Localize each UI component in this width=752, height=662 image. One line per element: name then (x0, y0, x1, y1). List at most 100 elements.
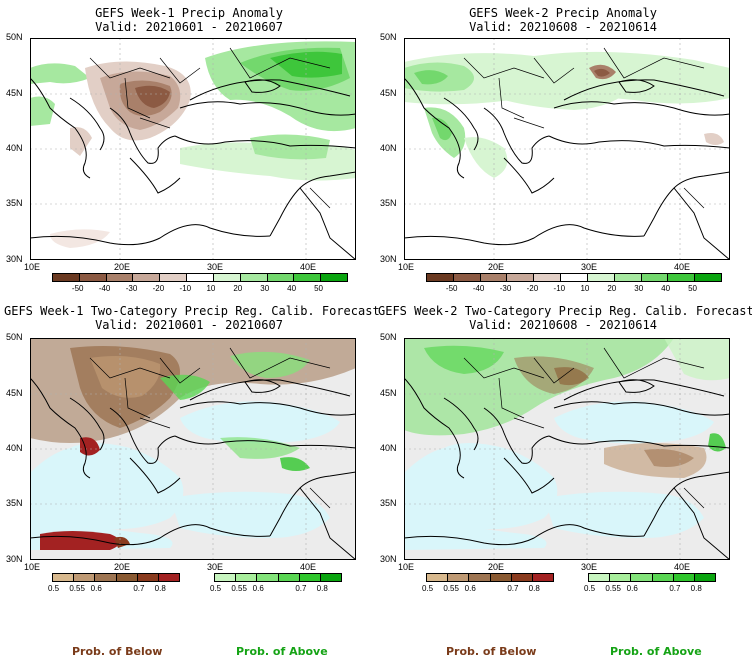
colorbar-segment (448, 574, 470, 581)
panel1-title: GEFS Week-1 Precip Anomaly Valid: 2021060… (95, 6, 283, 34)
anomaly-tick-label: -30 (125, 284, 138, 293)
anomaly-tick-label: -40 (98, 284, 111, 293)
anomaly-tick-label: 50 (314, 284, 323, 293)
latitude-label: 40N (6, 143, 23, 153)
probability-tick-label: 0.8 (154, 584, 166, 593)
probability-tick-label: 0.5 (48, 584, 60, 593)
probability-tick-label: 0.6 (464, 584, 476, 593)
colorbar-segment (507, 274, 535, 281)
above-colorbar-right (588, 573, 716, 582)
panel3-title: GEFS Week-1 Two-Category Precip Reg. Cal… (4, 304, 380, 332)
colorbar-segment (490, 574, 512, 581)
colorbar-segment (116, 574, 138, 581)
colorbar-segment (74, 574, 96, 581)
colorbar-segment (95, 574, 117, 581)
probability-tick-label: 0.7 (507, 584, 519, 593)
longitude-label: 30E (581, 262, 598, 272)
colorbar-segment (53, 274, 80, 281)
colorbar-segment (480, 274, 508, 281)
latitude-label: 30N (380, 554, 397, 564)
colorbar-segment (427, 274, 454, 281)
prob-above-label-right: Prob. of Above (610, 645, 702, 658)
anomaly-tick-label: 50 (688, 284, 697, 293)
colorbar-segment (215, 574, 237, 581)
anomaly-tick-label: -20 (526, 284, 539, 293)
probability-tick-label: 0.5 (584, 584, 596, 593)
probability-tick-label: 0.8 (316, 584, 328, 593)
map-week1-anomaly (30, 38, 356, 260)
longitude-label: 40E (674, 562, 691, 572)
anomaly-tick-label: 40 (661, 284, 671, 293)
longitude-label: 10E (24, 562, 41, 572)
longitude-label: 20E (114, 262, 131, 272)
colorbar-segment (641, 274, 669, 281)
longitude-label: 20E (114, 562, 131, 572)
probability-tick-label: 0.8 (690, 584, 702, 593)
latitude-label: 45N (380, 88, 397, 98)
anomaly-tick-label: -40 (472, 284, 485, 293)
panel4-title: GEFS Week-2 Two-Category Precip Reg. Cal… (378, 304, 752, 332)
prob-above-label-left: Prob. of Above (236, 645, 328, 658)
colorbar-segment (427, 574, 449, 581)
anomaly-tick-label: -50 (71, 284, 84, 293)
colorbar-segment (53, 574, 75, 581)
colorbar-segment (79, 274, 107, 281)
colorbar-segment (511, 574, 533, 581)
longitude-label: 20E (488, 562, 505, 572)
anomaly-tick-label: 20 (607, 284, 617, 293)
colorbar-segment (587, 274, 615, 281)
anomaly-tick-label: -20 (152, 284, 165, 293)
colorbar-segment (673, 574, 695, 581)
colorbar-segment (453, 274, 481, 281)
above-colorbar-left (214, 573, 342, 582)
latitude-label: 40N (380, 143, 397, 153)
latitude-label: 45N (6, 388, 23, 398)
longitude-label: 10E (398, 262, 415, 272)
latitude-label: 45N (6, 88, 23, 98)
colorbar-segment (695, 274, 721, 281)
anomaly-tick-label: 30 (634, 284, 644, 293)
probability-tick-label: 0.6 (626, 584, 638, 593)
colorbar-segment (137, 574, 159, 581)
below-colorbar-right (426, 573, 554, 582)
longitude-label: 10E (24, 262, 41, 272)
colorbar-segment (294, 274, 322, 281)
latitude-label: 40N (6, 443, 23, 453)
colorbar-segment (694, 574, 716, 581)
anomaly-tick-label: 20 (233, 284, 243, 293)
latitude-label: 45N (380, 388, 397, 398)
longitude-label: 30E (207, 262, 224, 272)
colorbar-segment (278, 574, 300, 581)
longitude-label: 10E (398, 562, 415, 572)
anomaly-tick-label: -30 (499, 284, 512, 293)
longitude-label: 30E (581, 562, 598, 572)
probability-tick-label: 0.7 (295, 584, 307, 593)
probability-tick-label: 0.5 (422, 584, 434, 593)
latitude-label: 35N (6, 198, 23, 208)
colorbar-segment (133, 274, 161, 281)
latitude-label: 35N (380, 198, 397, 208)
latitude-label: 35N (6, 498, 23, 508)
anomaly-tick-label: -10 (553, 284, 566, 293)
colorbar-segment (668, 274, 696, 281)
probability-tick-label: 0.55 (443, 584, 459, 593)
latitude-label: 40N (380, 443, 397, 453)
probability-tick-label: 0.6 (252, 584, 264, 593)
longitude-label: 20E (488, 262, 505, 272)
anomaly-tick-label: 10 (580, 284, 590, 293)
colorbar-segment (469, 574, 491, 581)
colorbar-segment (213, 274, 241, 281)
longitude-label: 40E (300, 562, 317, 572)
colorbar-segment (561, 274, 588, 281)
colorbar-segment (257, 574, 279, 581)
map-week2-probability (404, 338, 730, 560)
probability-tick-label: 0.55 (231, 584, 247, 593)
colorbar-segment (614, 274, 642, 281)
prob-below-label-right: Prob. of Below (446, 645, 537, 658)
probability-tick-label: 0.5 (210, 584, 222, 593)
colorbar-segment (160, 274, 188, 281)
anomaly-colorbar-right (426, 273, 722, 282)
anomaly-tick-label: 40 (287, 284, 297, 293)
colorbar-segment (610, 574, 632, 581)
colorbar-segment (532, 574, 554, 581)
